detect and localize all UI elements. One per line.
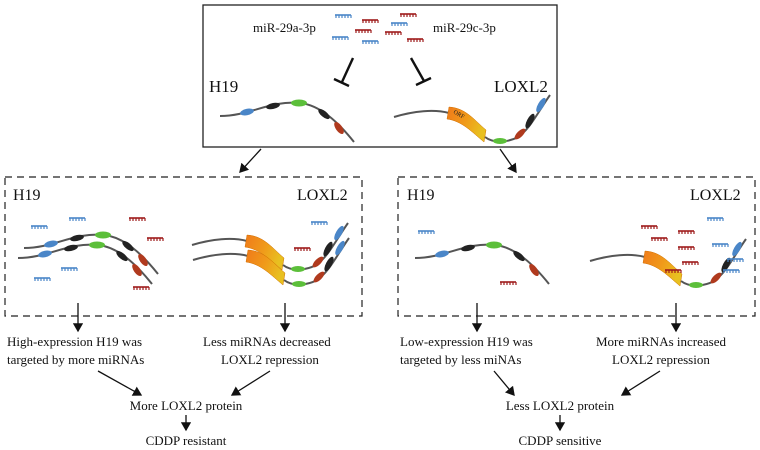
mirna-29a-label: miR-29a-3p [253, 20, 316, 35]
h19-transcript [414, 240, 550, 285]
arrow-to-right-panel [499, 148, 517, 174]
top-panel-border [202, 4, 558, 148]
gene-label-loxl2: LOXL2 [690, 187, 741, 204]
result-text: Less LOXL2 protein [506, 398, 615, 413]
gene-label-h19: H19 [407, 187, 435, 204]
inhibition-symbol-right [409, 57, 432, 87]
gene-label-loxl2: LOXL2 [297, 187, 348, 204]
arrow [230, 370, 271, 396]
left-panel-border [4, 176, 363, 317]
inhibition-symbol-left [333, 57, 355, 88]
h19-text-line1: Low-expression H19 was [400, 334, 533, 349]
left-panel: H19 LOXL2 High-expression H19 was target… [4, 176, 363, 448]
mirna-cluster [417, 217, 744, 286]
gene-label-loxl2: LOXL2 [494, 77, 548, 96]
mirna-29c-label: miR-29c-3p [433, 20, 496, 35]
gene-label-h19: H19 [209, 77, 238, 96]
loxl2-transcript [192, 237, 350, 288]
h19-text-line1: High-expression H19 was [7, 334, 142, 349]
loxl2-text-line1: More miRNAs increased [596, 334, 726, 349]
loxl2-text-line2: LOXL2 repression [221, 352, 319, 367]
arrow [620, 370, 661, 396]
h19-text-line2: targeted by less miNAs [400, 352, 521, 367]
loxl2-transcript [393, 94, 551, 145]
outcome-text: CDDP sensitive [519, 433, 602, 448]
arrow-to-left-panel [239, 148, 262, 173]
arrow [97, 370, 143, 396]
loxl2-text-line1: Less miRNAs decreased [203, 334, 331, 349]
right-panel-border [397, 176, 756, 317]
result-text: More LOXL2 protein [130, 398, 243, 413]
right-panel: H19 LOXL2 Low-expression H19 was targete… [397, 176, 756, 448]
h19-text-line2: targeted by more miRNAs [7, 352, 144, 367]
orf-label: ORF [452, 110, 466, 121]
mirna-cluster [331, 13, 424, 45]
h19-transcript [219, 98, 355, 143]
outcome-text: CDDP resistant [146, 433, 227, 448]
gene-label-h19: H19 [13, 187, 41, 204]
top-panel: miR-29a-3p miR-29c-3p H19 LOXL2 ORF [202, 4, 558, 148]
loxl2-text-line2: LOXL2 repression [612, 352, 710, 367]
arrow [493, 370, 515, 396]
